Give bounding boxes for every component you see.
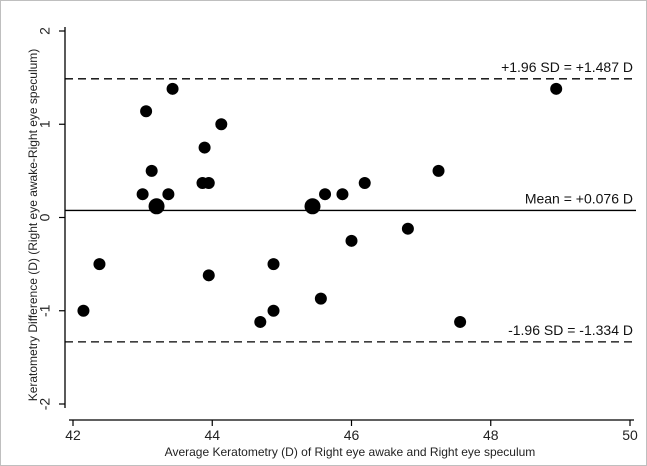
reference-label-lower: -1.96 SD = -1.334 D (508, 322, 633, 338)
x-tick-label: 44 (204, 427, 220, 443)
data-point (145, 164, 158, 177)
data-point (202, 269, 215, 282)
data-point (162, 188, 175, 201)
y-axis-title: Keratometry Difference (D) (Right eye aw… (26, 49, 40, 402)
data-point (267, 258, 280, 271)
reference-label-upper: +1.96 SD = +1.487 D (501, 59, 633, 75)
data-point (550, 82, 563, 95)
data-point (304, 198, 321, 215)
data-point (198, 141, 211, 154)
data-point (454, 315, 467, 328)
x-tick-label: 42 (65, 427, 81, 443)
y-tick-label: -1 (37, 304, 53, 317)
data-point (136, 188, 149, 201)
reference-label-mean: Mean = +0.076 D (525, 190, 633, 206)
data-point (166, 82, 179, 95)
data-point (215, 118, 228, 131)
x-tick-label: 50 (622, 427, 638, 443)
reference-lines: +1.96 SD = +1.487 D Mean = +0.076 D -1.96 … (65, 59, 636, 343)
data-point (319, 188, 332, 201)
data-point (345, 234, 358, 247)
data-point (140, 105, 153, 118)
data-point (401, 222, 414, 235)
x-tick-label: 48 (483, 427, 499, 443)
data-point (148, 198, 165, 215)
y-tick-label: 0 (37, 213, 53, 221)
data-point (254, 315, 267, 328)
y-tick-label: 2 (37, 27, 53, 35)
y-tick-label: 1 (37, 120, 53, 128)
data-point (202, 176, 215, 189)
data-point (314, 292, 327, 305)
data-point (93, 258, 106, 271)
data-point (358, 176, 371, 189)
axes: -2 -1 0 1 2 42 44 46 48 50 (37, 27, 638, 443)
data-point (336, 188, 349, 201)
data-point (267, 304, 280, 317)
data-point (77, 304, 90, 317)
y-tick-label: -2 (37, 398, 53, 411)
x-tick-label: 46 (344, 427, 360, 443)
data-point (432, 164, 445, 177)
x-axis-title: Average Keratometry (D) of Right eye awa… (165, 445, 536, 459)
data-points (77, 82, 563, 328)
